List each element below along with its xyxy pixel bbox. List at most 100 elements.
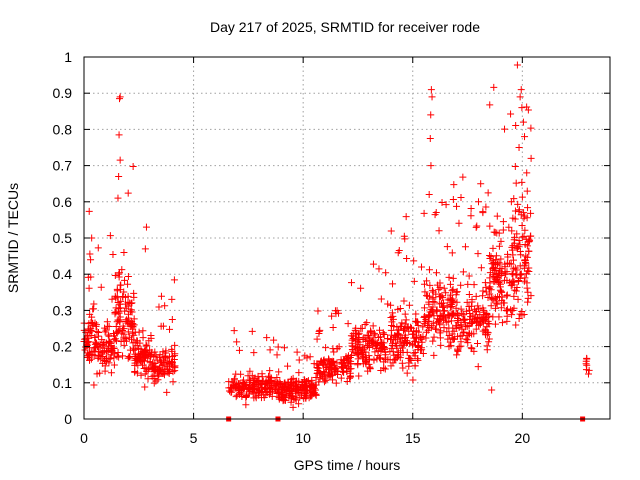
data-point — [347, 332, 355, 340]
data-point — [369, 334, 377, 342]
data-point — [94, 354, 102, 362]
data-point — [110, 361, 118, 369]
data-point — [501, 125, 509, 133]
data-point — [90, 381, 98, 389]
data-point — [376, 333, 384, 341]
data-point — [299, 385, 307, 393]
data-point — [420, 280, 428, 288]
data-point — [449, 196, 457, 204]
data-point — [85, 207, 93, 215]
data-point — [377, 340, 385, 348]
data-point — [343, 368, 351, 376]
data-point — [378, 339, 386, 347]
data-point — [491, 228, 499, 236]
data-point — [436, 293, 444, 301]
data-point — [497, 304, 505, 312]
data-point — [91, 338, 99, 346]
data-point — [131, 350, 139, 358]
data-point — [457, 342, 465, 350]
data-point — [287, 379, 295, 387]
data-point — [512, 321, 520, 329]
data-point — [509, 214, 517, 222]
data-point — [346, 372, 354, 380]
data-point — [452, 304, 460, 312]
data-point — [461, 243, 469, 251]
data-point — [492, 299, 500, 307]
data-point — [427, 162, 435, 170]
data-point — [118, 326, 126, 334]
data-point — [124, 292, 132, 300]
data-point — [363, 319, 371, 327]
data-point — [120, 341, 128, 349]
data-point — [453, 351, 461, 359]
data-point — [152, 352, 160, 360]
data-point — [492, 304, 500, 312]
data-point — [483, 331, 491, 339]
data-point — [102, 326, 110, 334]
data-point — [171, 341, 179, 349]
data-point — [93, 328, 101, 336]
data-point — [520, 262, 528, 270]
data-point — [280, 344, 288, 352]
data-point — [426, 311, 434, 319]
y-tick-label: 0.5 — [53, 230, 73, 246]
data-point — [426, 134, 434, 142]
data-point — [289, 384, 297, 392]
data-point — [158, 369, 166, 377]
data-point — [449, 285, 457, 293]
data-point — [518, 178, 526, 186]
data-point — [518, 193, 526, 201]
data-point — [129, 320, 137, 328]
data-point — [459, 173, 467, 181]
data-point — [524, 294, 532, 302]
data-point — [434, 318, 442, 326]
data-point — [518, 308, 526, 316]
data-point — [368, 337, 376, 345]
data-point — [457, 321, 465, 329]
data-point — [90, 300, 98, 308]
data-point — [402, 316, 410, 324]
data-point — [328, 312, 336, 320]
data-point — [357, 284, 365, 292]
data-point — [491, 320, 499, 328]
data-point — [143, 342, 151, 350]
data-point — [514, 277, 522, 285]
x-tick-label: 15 — [405, 430, 421, 446]
data-point — [466, 330, 474, 338]
data-point — [333, 307, 341, 315]
data-point — [414, 321, 422, 329]
data-point — [473, 317, 481, 325]
data-point — [400, 297, 408, 305]
data-point — [111, 272, 119, 280]
data-point — [442, 289, 450, 297]
data-point — [467, 320, 475, 328]
data-point — [517, 86, 525, 94]
data-point — [464, 331, 472, 339]
data-point — [258, 370, 266, 378]
data-point — [306, 392, 314, 400]
data-point — [103, 355, 111, 363]
data-point — [261, 380, 269, 388]
data-point — [155, 303, 163, 311]
data-point — [375, 354, 383, 362]
data-point — [410, 277, 418, 285]
data-point — [235, 390, 243, 398]
data-point — [474, 250, 482, 258]
data-point — [371, 348, 379, 356]
data-point — [322, 344, 330, 352]
data-point — [293, 348, 301, 356]
data-point — [457, 281, 465, 289]
data-point — [508, 311, 516, 319]
data-point — [376, 326, 384, 334]
data-point — [464, 339, 472, 347]
data-point — [482, 203, 490, 211]
y-tick-label: 1 — [64, 49, 72, 65]
data-point — [477, 180, 485, 188]
data-point — [340, 357, 348, 365]
data-point — [459, 268, 467, 276]
data-point — [425, 298, 433, 306]
data-point — [472, 223, 480, 231]
data-point — [147, 334, 155, 342]
data-point — [111, 335, 119, 343]
x-tick-label: 0 — [80, 430, 88, 446]
